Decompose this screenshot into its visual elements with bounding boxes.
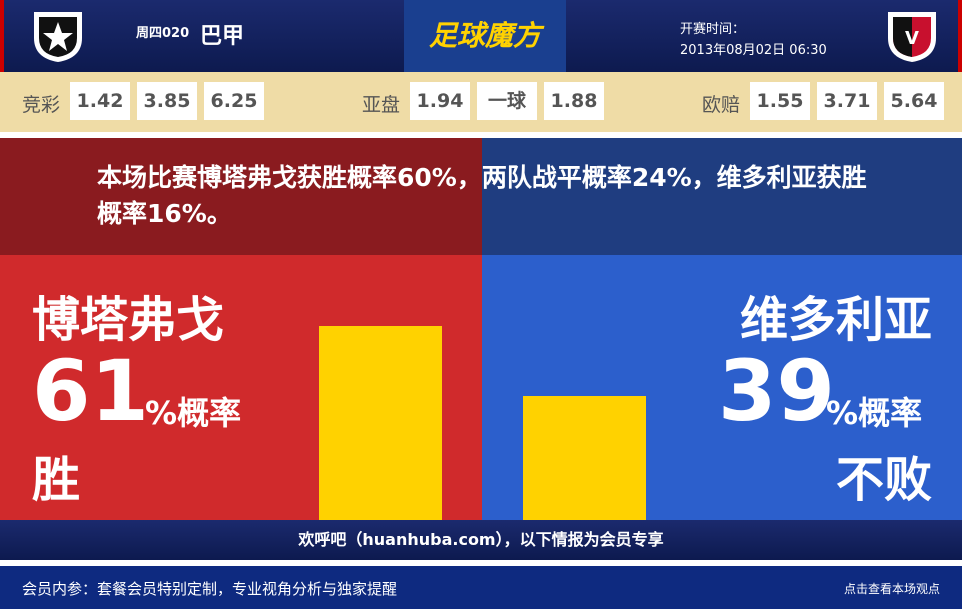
away-percent: 39 [718, 342, 835, 440]
odds-value: 6.25 [204, 82, 264, 120]
odds-value: 一球 [477, 82, 537, 120]
member-bar [0, 566, 962, 609]
odds-bar: 竞彩 1.42 3.85 6.25 亚盘 1.94 一球 1.88 欧赔 1.55 3.71 5.64 [0, 72, 962, 132]
away-outcome: 不败 [835, 452, 932, 508]
home-unit: %概率 [145, 394, 242, 432]
home-logo [34, 12, 82, 62]
view-link[interactable]: 点击查看本场观点 [843, 582, 940, 596]
away-name: 维多利亚 [739, 292, 932, 348]
odds-value: 1.94 [410, 82, 470, 120]
odds-label: 竞彩 [22, 94, 61, 116]
away-unit: %概率 [826, 394, 923, 432]
member-text: 会员内参：套餐会员特别定制，专业视角分析与独家提醒 [22, 580, 398, 598]
away-logo: V [888, 12, 936, 62]
notice: 欢呼吧（huanhuba.com），以下情报为会员专享 [0, 520, 962, 560]
home-outcome: 胜 [32, 452, 81, 508]
odds-label: 欧赔 [702, 94, 741, 116]
odds-value: 1.88 [544, 82, 604, 120]
odds-value: 3.71 [817, 82, 877, 120]
odds-value: 5.64 [884, 82, 944, 120]
svg-text:V: V [905, 28, 919, 49]
odds-value: 3.85 [137, 82, 197, 120]
bar [319, 326, 442, 520]
panel [0, 138, 482, 255]
logo: 足球魔方 [404, 0, 566, 72]
header: 周四020 巴甲 足球魔方 开赛时间： 2013年08月02日 06:30 V [0, 0, 962, 72]
panel [482, 138, 962, 255]
odds-value: 1.55 [750, 82, 810, 120]
odds-value: 1.42 [70, 82, 130, 120]
kickoff: 2013年08月02日 06:30 [680, 43, 827, 58]
home-percent: 61 [32, 342, 149, 440]
odds-label: 亚盘 [362, 94, 401, 116]
kickoff-label: 开赛时间： [680, 22, 746, 37]
league: 巴甲 [200, 24, 245, 49]
summary: 本场比赛博塔弗戈获胜概率60%，两队战平概率24%，维多利亚获胜概率16%。 [97, 163, 867, 228]
bar [523, 395, 646, 520]
match-no: 周四020 [136, 26, 190, 41]
home-name: 博塔弗戈 [32, 292, 225, 348]
